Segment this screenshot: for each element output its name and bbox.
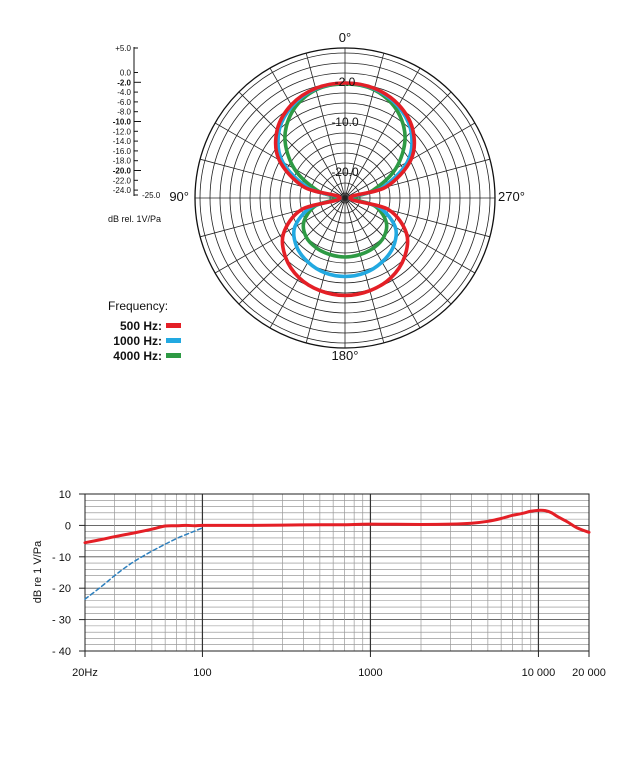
polar-spoke-330	[344, 67, 421, 199]
angle-label-180: 180°	[332, 348, 359, 363]
legend-title: Frequency:	[108, 299, 168, 313]
ring-label-minus10: -10.0	[331, 115, 359, 129]
db-scale-label: +5.0	[115, 44, 131, 53]
ring-label-minus2: -2.0	[335, 75, 356, 89]
response-curve	[83, 508, 591, 545]
db-scale-label: -18.0	[113, 157, 132, 166]
polar-curve-500hz	[273, 81, 417, 298]
db-scale-label: 0.0	[120, 69, 132, 78]
polar-chart: 0° 90° 270° 180° -2.0 -10.0 -20.0 +5.0 0.…	[108, 30, 525, 363]
db-scale-label: -4.0	[117, 88, 131, 97]
polar-spoke-30	[269, 67, 346, 199]
polar-curves	[273, 81, 417, 298]
polar-spoke-135	[238, 197, 346, 305]
db-scale-label: -8.0	[117, 108, 131, 117]
frequency-curves	[83, 508, 591, 600]
x-tick-label: 1000	[358, 667, 382, 679]
frequency-x-ticks: 20Hz 100 1000 10 000 20 000	[72, 651, 606, 679]
x-tick-label: 10 000	[522, 667, 556, 679]
legend-swatch-500hz	[166, 323, 181, 328]
polar-spoke-15	[305, 53, 346, 199]
low-cut-curve	[84, 527, 204, 600]
polar-curve-1000hz	[276, 81, 414, 279]
db-scale-label: -16.0	[113, 147, 132, 156]
legend-swatch-1000hz	[166, 338, 181, 343]
polar-spoke-225	[344, 197, 452, 305]
angle-label-270: 270°	[498, 189, 525, 204]
x-tick-label: 20 000	[572, 667, 606, 679]
db-scale-label: -6.0	[117, 98, 131, 107]
db-scale-label: -2.0	[117, 78, 131, 87]
ring-label-minus20: -20.0	[331, 165, 359, 179]
db-scale-label: -24.0	[113, 186, 132, 195]
y-tick-label: 10	[59, 489, 71, 501]
polar-grid	[194, 47, 496, 349]
polar-legend: Frequency: 500 Hz: 1000 Hz: 4000 Hz:	[108, 299, 181, 363]
angle-label-90: 90°	[169, 189, 189, 204]
polar-curve-4000hz	[283, 82, 407, 259]
polar-spoke-195	[344, 197, 385, 343]
y-tick-label: - 10	[52, 552, 71, 564]
polar-spoke-45	[238, 91, 346, 199]
db-scale-label: -20.0	[113, 167, 132, 176]
x-tick-label: 20Hz	[72, 667, 98, 679]
y-tick-label: - 30	[52, 615, 71, 627]
angle-label-0: 0°	[339, 30, 351, 45]
frequency-grid	[84, 493, 590, 652]
db-scale-label: -12.0	[113, 127, 132, 136]
db-scale-label: -14.0	[113, 137, 132, 146]
polar-spoke-345	[344, 53, 385, 199]
y-axis-label: dB re 1 V/Pa	[32, 540, 44, 603]
y-tick-label: 0	[65, 520, 71, 532]
frequency-y-ticks: 10 0 - 10 - 20 - 30 - 40	[52, 489, 85, 658]
y-tick-label: - 20	[52, 583, 71, 595]
polar-spoke-165	[305, 197, 346, 343]
plot-frame	[84, 493, 590, 652]
frequency-response-chart: 100- 10- 20- 30- 40 20Hz 100 1000 10 000 20 …	[32, 489, 606, 679]
polar-spoke-240	[344, 197, 476, 274]
polar-spoke-120	[214, 197, 346, 274]
db-scale-unit: dB rel. 1V/Pa	[108, 214, 161, 224]
db-scale: +5.00.0-2.0-4.0-6.0-8.0-10.0-12.0-14.0-1…	[113, 44, 161, 200]
legend-label-500hz: 500 Hz:	[120, 319, 162, 333]
x-tick-label: 100	[193, 667, 211, 679]
db-scale-label: -22.0	[113, 176, 132, 185]
legend-swatch-4000hz	[166, 353, 181, 358]
db-scale-label: -10.0	[113, 118, 132, 127]
polar-spoke-315	[344, 91, 452, 199]
legend-label-1000hz: 1000 Hz:	[113, 334, 162, 348]
legend-label-4000hz: 4000 Hz:	[113, 349, 162, 363]
db-scale-label: -25.0	[142, 191, 161, 200]
y-tick-label: - 40	[52, 646, 71, 658]
